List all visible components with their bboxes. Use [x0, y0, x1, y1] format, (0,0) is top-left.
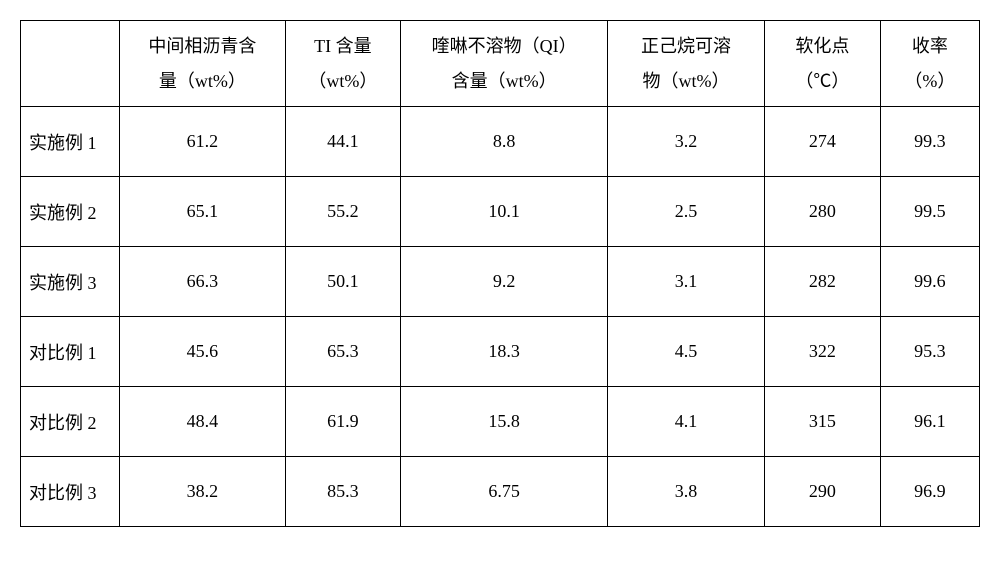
header-line2: （wt%） [308, 71, 377, 91]
row-label: 实施例 2 [21, 177, 120, 247]
cell: 274 [765, 107, 881, 177]
cell: 96.9 [880, 457, 979, 527]
cell: 3.8 [607, 457, 764, 527]
cell: 290 [765, 457, 881, 527]
cell: 96.1 [880, 387, 979, 457]
header-line1: 中间相沥青含 [148, 36, 256, 56]
cell: 61.2 [120, 107, 285, 177]
header-line2: （℃） [795, 71, 849, 91]
header-blank [21, 21, 120, 107]
cell: 4.5 [607, 317, 764, 387]
cell: 3.2 [607, 107, 764, 177]
cell: 44.1 [285, 107, 401, 177]
row-label: 实施例 3 [21, 247, 120, 317]
cell: 3.1 [607, 247, 764, 317]
table-row: 实施例 3 66.3 50.1 9.2 3.1 282 99.6 [21, 247, 980, 317]
cell: 4.1 [607, 387, 764, 457]
header-line1: 收率 [912, 36, 948, 56]
table-header-row: 中间相沥青含 量（wt%） TI 含量 （wt%） 喹啉不溶物（QI） 含量（w… [21, 21, 980, 107]
row-label: 对比例 2 [21, 387, 120, 457]
cell: 99.3 [880, 107, 979, 177]
cell: 282 [765, 247, 881, 317]
header-col-4: 正己烷可溶 物（wt%） [607, 21, 764, 107]
cell: 6.75 [401, 457, 608, 527]
table-row: 实施例 1 61.2 44.1 8.8 3.2 274 99.3 [21, 107, 980, 177]
cell: 2.5 [607, 177, 764, 247]
header-col-1: 中间相沥青含 量（wt%） [120, 21, 285, 107]
header-line1: 喹啉不溶物（QI） [432, 36, 577, 56]
header-col-2: TI 含量 （wt%） [285, 21, 401, 107]
table-row: 对比例 2 48.4 61.9 15.8 4.1 315 96.1 [21, 387, 980, 457]
table-row: 对比例 3 38.2 85.3 6.75 3.8 290 96.9 [21, 457, 980, 527]
cell: 99.5 [880, 177, 979, 247]
header-line2: 含量（wt%） [452, 71, 557, 91]
cell: 38.2 [120, 457, 285, 527]
row-label: 对比例 1 [21, 317, 120, 387]
cell: 61.9 [285, 387, 401, 457]
cell: 18.3 [401, 317, 608, 387]
cell: 8.8 [401, 107, 608, 177]
cell: 15.8 [401, 387, 608, 457]
cell: 65.1 [120, 177, 285, 247]
header-line1: TI 含量 [314, 36, 372, 56]
cell: 50.1 [285, 247, 401, 317]
cell: 280 [765, 177, 881, 247]
cell: 65.3 [285, 317, 401, 387]
cell: 322 [765, 317, 881, 387]
data-table: 中间相沥青含 量（wt%） TI 含量 （wt%） 喹啉不溶物（QI） 含量（w… [20, 20, 980, 527]
cell: 9.2 [401, 247, 608, 317]
table-row: 实施例 2 65.1 55.2 10.1 2.5 280 99.5 [21, 177, 980, 247]
row-label: 实施例 1 [21, 107, 120, 177]
cell: 66.3 [120, 247, 285, 317]
cell: 48.4 [120, 387, 285, 457]
header-col-5: 软化点 （℃） [765, 21, 881, 107]
cell: 10.1 [401, 177, 608, 247]
header-line1: 软化点 [795, 36, 849, 56]
header-col-3: 喹啉不溶物（QI） 含量（wt%） [401, 21, 608, 107]
table-row: 对比例 1 45.6 65.3 18.3 4.5 322 95.3 [21, 317, 980, 387]
cell: 99.6 [880, 247, 979, 317]
row-label: 对比例 3 [21, 457, 120, 527]
cell: 315 [765, 387, 881, 457]
header-line2: 物（wt%） [642, 71, 729, 91]
header-line1: 正己烷可溶 [641, 36, 731, 56]
header-col-6: 收率 （%） [880, 21, 979, 107]
cell: 45.6 [120, 317, 285, 387]
cell: 55.2 [285, 177, 401, 247]
cell: 95.3 [880, 317, 979, 387]
cell: 85.3 [285, 457, 401, 527]
header-line2: 量（wt%） [159, 71, 246, 91]
header-line2: （%） [904, 71, 955, 91]
